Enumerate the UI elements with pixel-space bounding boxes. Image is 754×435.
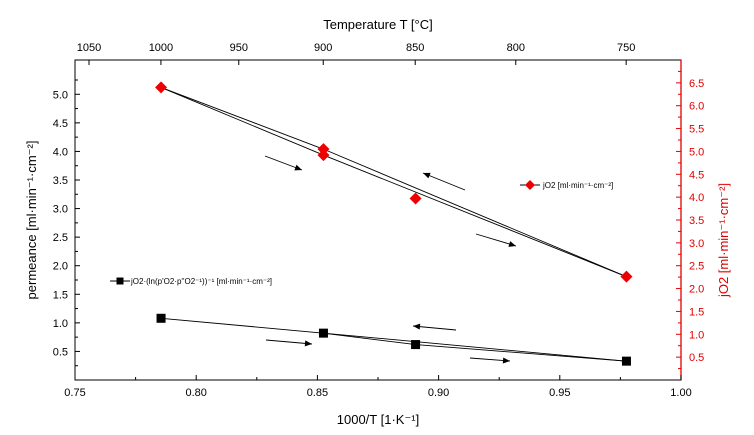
- legend-permeance-label: jO2·(ln(p'O2·p''O2⁻¹))⁻¹ [ml·min⁻¹·cm⁻²]: [130, 277, 272, 286]
- direction-arrow-head: [508, 241, 516, 247]
- y-left-tick-label: 3.5: [53, 175, 68, 187]
- permeance-point: [156, 313, 166, 323]
- jo2-point: [317, 149, 330, 162]
- x-tick-label: 0.90: [428, 387, 449, 399]
- y-right-tick-label: 1.0: [689, 329, 704, 341]
- top-tick-label: 1050: [77, 42, 101, 54]
- direction-arrow-shaft: [265, 339, 313, 345]
- permeance-connector-line: [161, 317, 324, 334]
- top-tick-label: 850: [406, 42, 424, 54]
- direction-arrow-head: [423, 172, 431, 179]
- y-left-tick-label: 1.0: [53, 318, 68, 330]
- y-left-tick-label: 4.0: [53, 146, 68, 158]
- top-tick-label: 800: [507, 42, 525, 54]
- permeance-point: [318, 328, 328, 338]
- y-left-tick-label: 4.5: [53, 118, 68, 130]
- jo2-connector-line: [323, 148, 627, 278]
- y-left-tick-label: 2.5: [53, 232, 68, 244]
- legend-jo2-label: jO2 [ml·min⁻¹·cm⁻²]: [542, 181, 613, 190]
- x-tick-label: 1.00: [670, 387, 691, 399]
- top-tick-label: 900: [314, 42, 332, 54]
- top-tick-label: 950: [230, 42, 248, 54]
- permeance-connector-line: [323, 332, 627, 362]
- x-tick-label: 0.95: [549, 387, 570, 399]
- y-right-tick-label: 5.0: [689, 146, 704, 158]
- y-axis-left-title: permeance [ml·min⁻¹·cm⁻²]: [24, 141, 39, 300]
- jo2-connector-line: [323, 154, 627, 278]
- permeance-point: [621, 356, 631, 366]
- top-tick-label: 1000: [149, 42, 173, 54]
- permeance-connector-line: [323, 332, 416, 346]
- y-right-tick-label: 1.5: [689, 306, 704, 318]
- data-markers: [155, 81, 633, 366]
- jo2-point: [620, 270, 633, 283]
- x-tick-label: 0.75: [64, 387, 85, 399]
- direction-arrow-head: [304, 340, 312, 347]
- direction-arrow-shaft: [412, 325, 457, 331]
- plot-area: [74, 59, 682, 381]
- legend-jo2-marker: [525, 180, 535, 190]
- jo2-connector-line: [160, 87, 324, 156]
- legend: jO2 [ml·min⁻¹·cm⁻²] jO2·(ln(p'O2·p''O2⁻¹)…: [110, 180, 613, 286]
- y-right-tick-label: 2.5: [689, 261, 704, 273]
- y-axis-right-title: jO2 [ml·min⁻¹·cm⁻²]: [716, 183, 731, 298]
- y-left-tick-label: 2.0: [53, 261, 68, 273]
- jo2-connector-line: [160, 87, 324, 150]
- y-left-tick-label: 0.5: [53, 346, 68, 358]
- jo2-point: [155, 81, 168, 94]
- y-right-tick-label: 6.0: [689, 101, 704, 113]
- y-left-tick-label: 3.0: [53, 204, 68, 216]
- direction-arrow-head: [294, 164, 302, 171]
- y-right-tick-label: 4.5: [689, 169, 704, 181]
- x-tick-label: 0.80: [185, 387, 206, 399]
- connector-lines: [160, 87, 627, 362]
- axis-ticks: 0.75 0.80 0.85 0.90 0.95 1.00 1050 1000 950 900 85…: [53, 42, 705, 399]
- direction-arrow-shaft: [422, 172, 466, 191]
- top-axis-title: Temperature T [°C]: [323, 17, 432, 32]
- y-left-tick-label: 1.5: [53, 289, 68, 301]
- y-left-tick-label: 5.0: [53, 89, 68, 101]
- permeance-connector-line: [415, 344, 627, 362]
- direction-arrow-head: [502, 357, 510, 364]
- x-axis-title: 1000/T [1·K⁻¹]: [337, 412, 420, 427]
- jo2-point: [409, 192, 422, 205]
- permeance-point: [411, 340, 421, 350]
- direction-arrow-head: [413, 323, 421, 330]
- y-right-tick-label: 0.5: [689, 352, 704, 364]
- y-right-tick-label: 2.0: [689, 284, 704, 296]
- y-right-tick-label: 6.5: [689, 78, 704, 90]
- y-right-tick-label: 3.5: [689, 215, 704, 227]
- direction-arrows: [264, 155, 517, 364]
- y-right-tick-label: 5.5: [689, 124, 704, 136]
- legend-permeance-marker: [116, 277, 124, 285]
- y-right-tick-label: 3.0: [689, 238, 704, 250]
- y-right-tick-label: 4.0: [689, 192, 704, 204]
- x-tick-label: 0.85: [307, 387, 328, 399]
- top-tick-label: 750: [617, 42, 635, 54]
